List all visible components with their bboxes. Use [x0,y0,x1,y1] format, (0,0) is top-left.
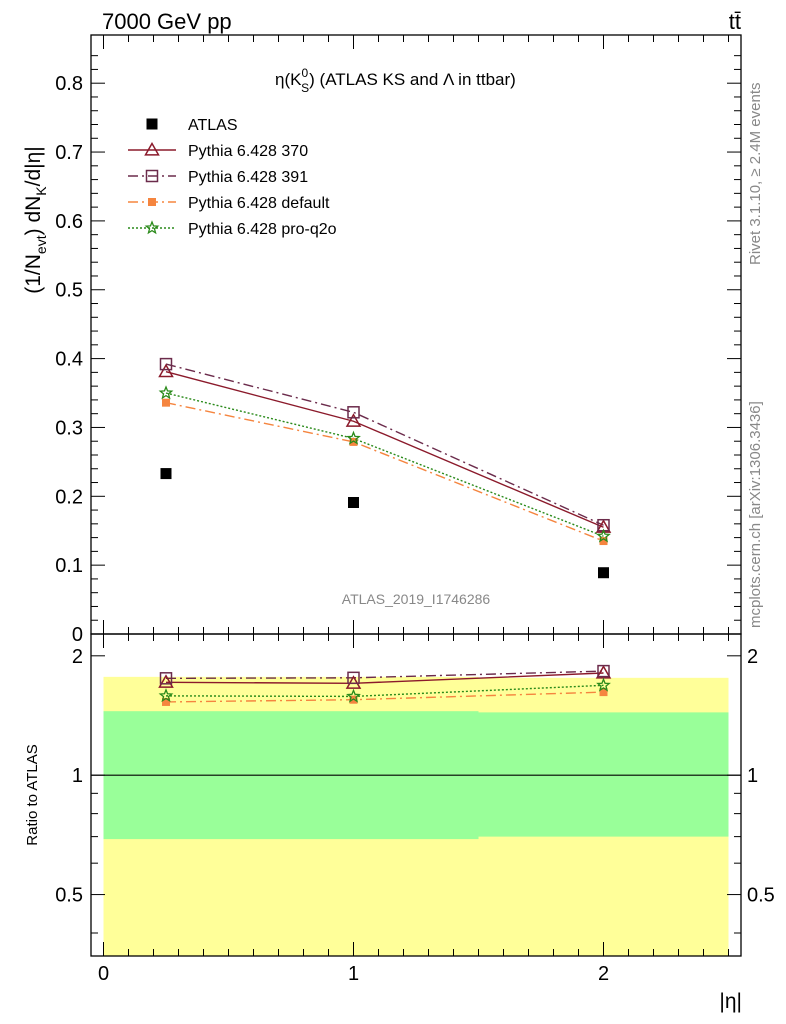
main-y-tick-label: 0.5 [55,280,83,302]
ratio-series-2-point-0 [162,697,170,706]
ratio-y-tick-label: 2 [72,646,83,668]
series-4-point-2 [596,528,611,543]
legend-label-4: Pythia 6.428 pro-q2o [188,221,337,238]
ratio-y-tick-label: 1 [72,765,83,787]
ratio-frame [90,633,742,957]
main-y-tick-label: 0.8 [55,73,83,95]
legend-label-2: Pythia 6.428 391 [188,169,308,186]
series-4-point-0 [158,385,174,400]
legend-label-0: ATLAS [188,117,238,134]
uncertainty-band-inner-2 [478,712,729,837]
series-line-1 [165,371,604,528]
main-y-tick-label: 0.2 [55,486,83,508]
main-y-tick-label: 0.4 [55,349,83,371]
main-y-tick-label: 0.3 [55,417,83,439]
ratio-y-tick-label: 0.5 [55,885,83,907]
main-y-axis-label: (1/Nevt) dNK/d|η| [22,146,49,294]
ratio-series-3-point-1 [346,688,361,703]
series-1-point-0 [158,363,174,378]
legend-entry-1: Pythia 6.428 370 [128,141,308,160]
legend-entry-2: Pythia 6.428 391 [128,169,308,186]
ratio-y-tick-label-right: 0.5 [747,885,775,907]
series-3-point-1 [349,437,358,446]
legend-label-3: Pythia 6.428 default [188,195,330,212]
legend-marker-0 [146,118,158,130]
legend: ATLAS Pythia 6.428 370 Pythia 6.428 391 Pyt… [128,117,337,238]
legend-entry-0: ATLAS [146,117,238,134]
ratio-panel: 0.5 0.5 1 1 2 2 0 1 2 [55,633,775,985]
series-line-3 [165,401,604,542]
series-4-point-1 [346,430,361,445]
legend-marker-3 [148,198,156,206]
series-line-2 [165,363,604,526]
process-label: tt̄ [729,9,741,34]
rivet-version-label: Rivet 3.1.10, ≥ 2.4M events [747,83,764,266]
x-tick-label: 1 [348,963,359,985]
mcplots-label: mcplots.cern.ch [arXiv:1306.3436] [747,401,764,628]
series-3-point-0 [162,398,170,407]
legend-label-1: Pythia 6.428 370 [188,143,308,160]
energy-label: 7000 GeV pp [102,9,232,34]
ratio-y-tick-label-right: 1 [747,765,758,787]
ratio-series-0-point-1 [345,675,362,689]
series-1-point-1 [345,413,362,427]
series-0-point-1 [348,496,359,508]
ratio-series-3-point-0 [158,688,174,703]
main-panel: 0 0.1 0.2 0.3 0.4 0.5 0.6 0.7 0.8 [55,34,742,646]
series-0-point-2 [598,567,609,579]
legend-marker-1 [144,141,160,156]
x-tick-label: 0 [98,963,109,985]
ratio-series-1-point-2 [597,664,610,678]
legend-marker-2 [145,169,159,183]
series-2-point-0 [159,357,173,371]
series-1-point-2 [595,519,612,533]
series-3-point-2 [599,537,608,546]
main-y-tick-label: 0.7 [55,142,83,164]
legend-entry-4: Pythia 6.428 pro-q2o [128,220,337,238]
main-y-tick-label: 0 [72,624,83,646]
legend-marker-4 [144,220,160,235]
ratio-y-axis-label: Ratio to ATLAS [24,744,41,845]
main-title: η(K0 S) (ATLAS KS and Λ in ttbar) [275,66,516,95]
main-y-tick-label: 0.6 [55,211,83,233]
ratio-series-0-point-0 [158,674,174,688]
ratio-series-2-point-2 [599,688,608,697]
ratio-series-3-point-2 [596,677,611,692]
legend-entry-3: Pythia 6.428 default [128,195,330,212]
x-axis-label: |η| [719,990,742,1013]
series-2-point-1 [347,406,360,419]
x-tick-label: 2 [598,963,609,985]
main-y-tick-label: 0.1 [55,555,83,577]
analysis-watermark: ATLAS_2019_I1746286 [342,591,491,607]
series-0-point-0 [160,468,172,480]
ratio-series-1-point-1 [347,671,360,685]
ratio-series-1-point-0 [159,672,173,685]
ratio-y-tick-label-right: 2 [747,646,758,668]
